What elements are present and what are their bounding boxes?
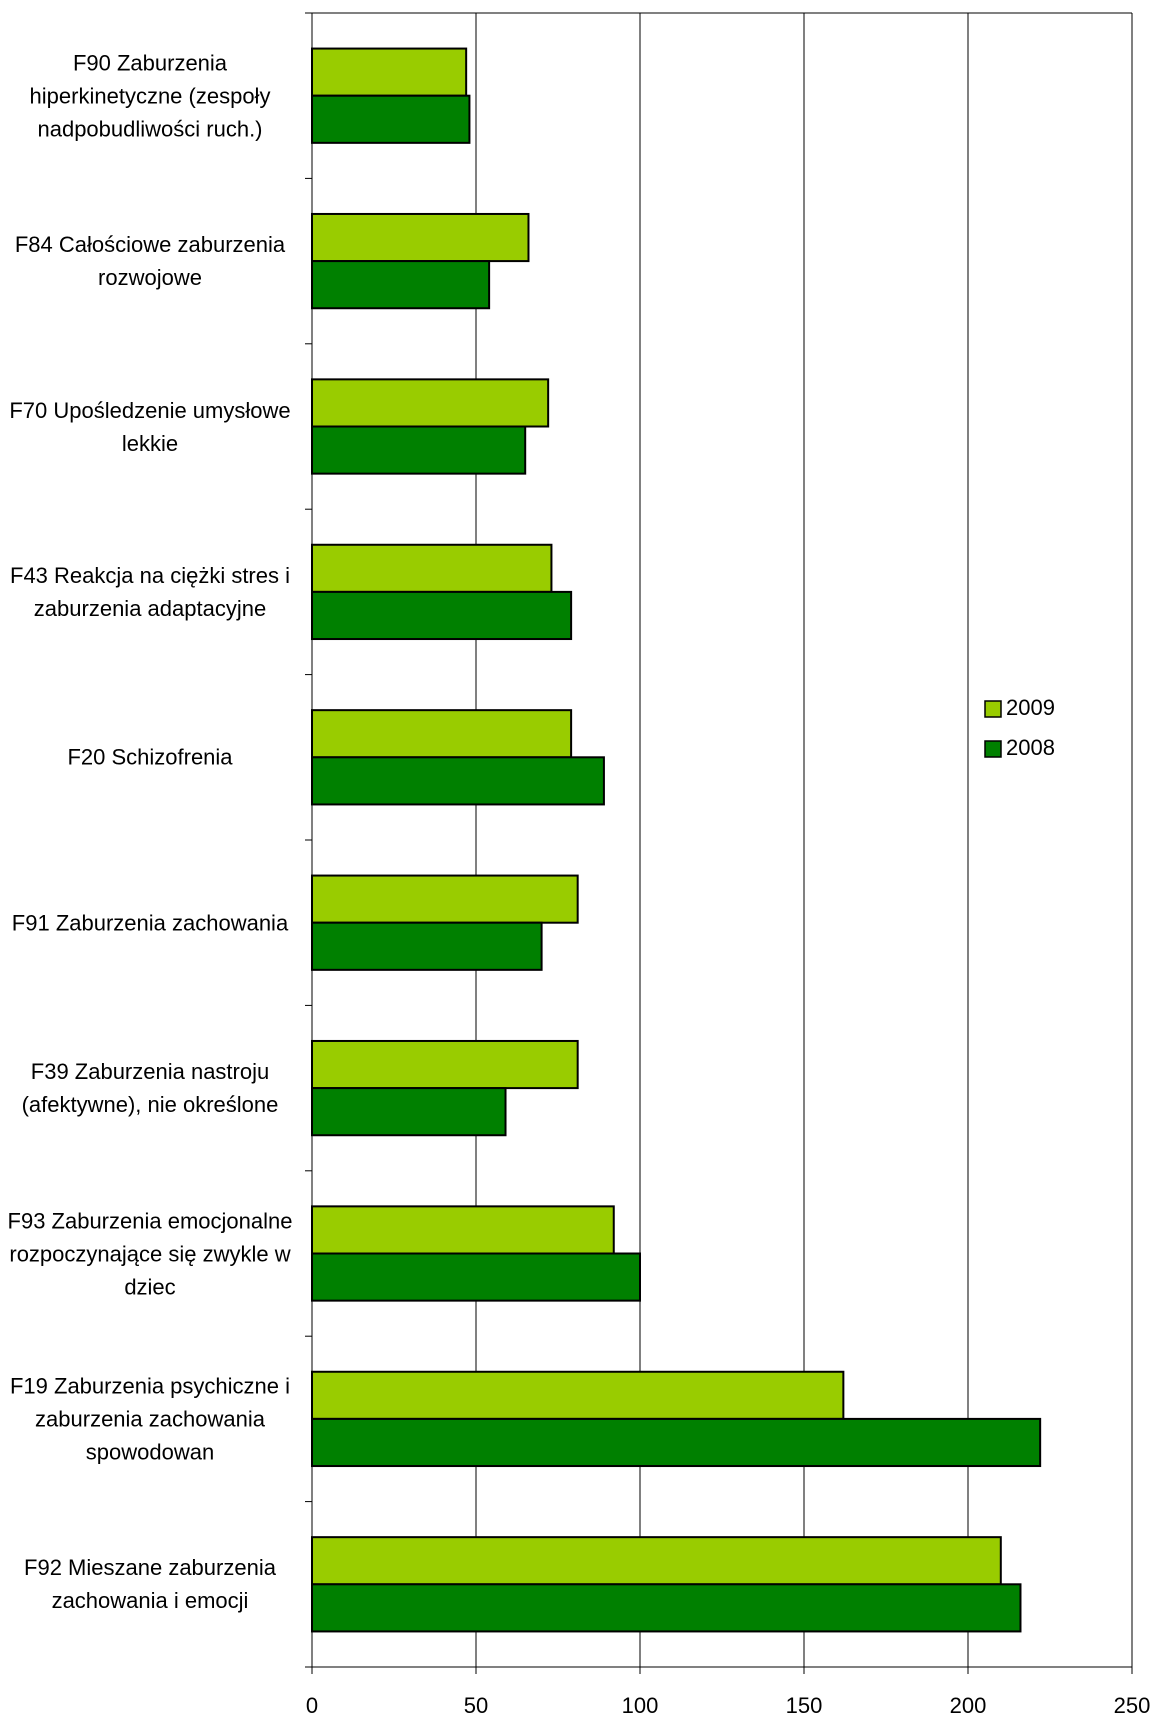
bar (311, 590, 573, 641)
bar (311, 94, 471, 144)
legend-label: 2009 (1006, 695, 1055, 720)
bar (311, 874, 579, 924)
bar (311, 1370, 845, 1420)
legend-label: 2008 (1006, 735, 1055, 760)
bar (311, 260, 491, 310)
x-tick-label: 50 (464, 1693, 488, 1718)
x-tick-label: 250 (1114, 1693, 1151, 1718)
bar (311, 1417, 1042, 1468)
bar (311, 756, 605, 806)
bar (311, 1583, 1022, 1633)
y-tick-label: F91 Zaburzenia zachowania (11, 910, 289, 936)
bar (311, 1252, 641, 1302)
x-tick-label: 0 (306, 1693, 318, 1718)
y-tick-label: F43 Reakcja na ciężki stres i zaburzenia… (10, 562, 290, 621)
y-tick-label: F93 Zaburzenia emocjonalne rozpoczynając… (7, 1208, 293, 1299)
bar (311, 921, 543, 971)
legend-swatch (984, 700, 1002, 718)
bar (311, 1039, 579, 1090)
y-tick-label: F90 Zaburzenia hiperkinetyczne (zespoły … (29, 50, 271, 142)
bar (311, 1205, 615, 1255)
x-tick-label: 200 (950, 1693, 987, 1718)
bar (311, 543, 553, 593)
y-tick-label: F70 Upośledzenie umysłowe lekkie (9, 397, 291, 456)
bar (311, 47, 468, 97)
bar (311, 1536, 1002, 1586)
x-tick-label: 150 (786, 1693, 823, 1718)
y-tick-label: F92 Mieszane zaburzenia zachowania i emo… (24, 1555, 276, 1614)
bar (311, 378, 550, 428)
bar (311, 1087, 507, 1137)
y-tick-label: F39 Zaburzenia nastroju (afektywne), nie… (21, 1059, 279, 1118)
bar (311, 709, 573, 759)
bar (311, 212, 530, 263)
y-tick-label: F20 Schizofrenia (67, 744, 233, 770)
legend-swatch (984, 740, 1002, 758)
x-tick-label: 100 (622, 1693, 659, 1718)
y-tick-label: F84 Całościowe zaburzenia rozwojowe (14, 232, 286, 291)
bar (311, 425, 527, 475)
y-tick-label: F19 Zaburzenia psychiczne i zaburzenia z… (9, 1373, 291, 1465)
